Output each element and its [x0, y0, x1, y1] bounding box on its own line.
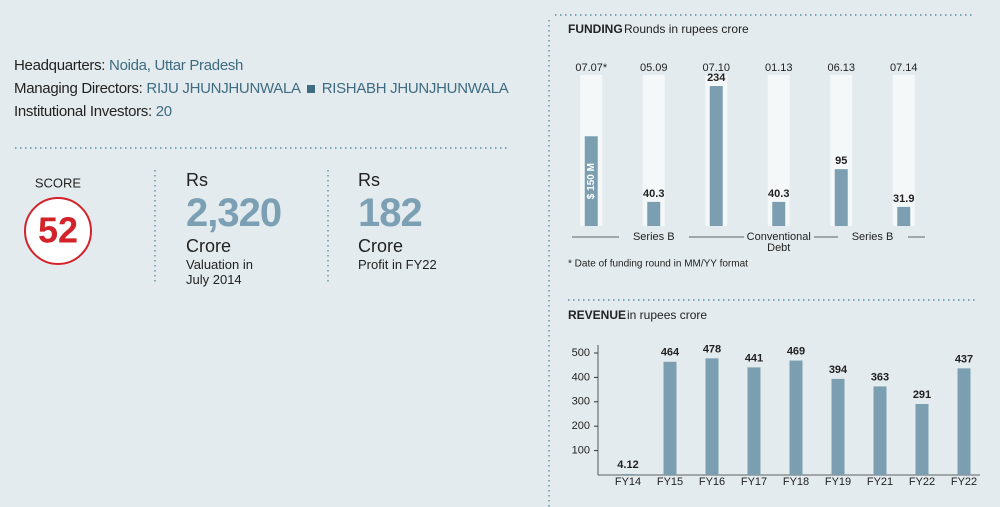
bar	[915, 403, 929, 475]
bar	[584, 136, 598, 226]
value-label: 464	[661, 347, 680, 359]
value-label: 363	[871, 371, 889, 383]
chart-note: * Date of funding round in MM/YY format	[568, 259, 748, 270]
value-label: 469	[787, 345, 805, 357]
value: RISHABH JHUNJHUNWALA	[321, 80, 509, 97]
info-row: Institutional Investors: 20	[14, 103, 172, 120]
info-row: Headquarters: Noida, Uttar Pradesh	[14, 57, 243, 74]
y-tick-label: 400	[572, 371, 590, 383]
x-tick-label: 05.09	[640, 62, 668, 74]
x-tick-label: 07.14	[890, 62, 918, 74]
value-label: 394	[829, 364, 848, 376]
x-tick-label: FY18	[783, 476, 809, 488]
bar	[897, 206, 911, 226]
x-tick-label: FY22	[909, 476, 935, 488]
x-tick-label: FY17	[741, 476, 767, 488]
stat: Rs 2,320 Crore Valuation in July 2014	[186, 170, 296, 287]
stat-caption: Profit in FY22	[358, 257, 437, 272]
value-label: 441	[745, 352, 763, 364]
dividers	[15, 14, 975, 507]
score-circle	[24, 197, 92, 265]
bar	[621, 473, 635, 475]
bar	[709, 86, 723, 226]
value: Noida, Uttar Pradesh	[109, 57, 244, 74]
value-label: $ 150 M	[586, 163, 597, 199]
value: RIJU JHUNJHUNWALA	[146, 80, 300, 97]
stat-prefix: Rs	[358, 170, 380, 190]
chart-subtitle: in rupees crore	[627, 308, 707, 322]
bar	[789, 360, 803, 475]
value-label: 95	[835, 155, 847, 167]
column-bg	[892, 75, 915, 226]
stat-value: 182	[358, 191, 423, 235]
label: Institutional Investors:	[14, 103, 152, 120]
y-tick-label: 300	[572, 396, 590, 408]
x-tick-label: FY16	[699, 476, 725, 488]
value-label: 291	[913, 389, 931, 401]
chart-title: REVENUE	[568, 308, 626, 322]
value-label: 478	[703, 343, 721, 355]
group-label: Series B	[837, 232, 908, 243]
stat-unit: Crore	[186, 236, 232, 256]
y-tick-label: 200	[572, 420, 590, 432]
y-tick-label: 500	[572, 347, 590, 359]
x-tick-label: 01.13	[765, 62, 793, 74]
value-label: 4.12	[617, 459, 638, 471]
group-label: Series B	[618, 232, 689, 243]
score-value: 52	[38, 210, 78, 251]
x-tick-label: 06.13	[827, 62, 855, 74]
x-tick-label: FY21	[867, 476, 893, 488]
chart-title: FUNDING	[568, 22, 623, 36]
bar	[834, 169, 848, 226]
x-tick-label: 07.10	[702, 62, 730, 74]
x-tick-label: FY14	[615, 476, 641, 488]
info-row: Managing Directors: RIJU JHUNJHUNWALA RI…	[14, 80, 509, 97]
bar	[663, 361, 677, 475]
bar	[831, 378, 845, 475]
stat: Rs 182 Crore Profit in FY22	[358, 170, 478, 272]
chart-subtitle: Rounds in rupees crore	[624, 22, 749, 36]
value-label: 31.9	[893, 193, 914, 205]
x-tick-label: FY19	[825, 476, 851, 488]
bar	[747, 367, 761, 475]
column-bg	[767, 75, 790, 226]
column-bg	[642, 75, 665, 226]
stat-unit: Crore	[358, 236, 404, 256]
x-tick-label: 07.07*	[575, 62, 608, 74]
stat-value: 2,320	[186, 191, 282, 235]
x-tick-label: FY15	[657, 476, 683, 488]
bar	[705, 358, 719, 475]
label: Headquarters:	[14, 57, 106, 74]
label: Managing Directors:	[14, 80, 143, 97]
group-label: Conventional Debt	[743, 232, 814, 254]
bullet	[306, 85, 315, 93]
score-label: SCORE	[35, 175, 82, 190]
bar	[873, 386, 887, 475]
value-label: 40.3	[643, 188, 664, 200]
value: 20	[155, 103, 172, 120]
stat-prefix: Rs	[186, 170, 208, 190]
value-label: 40.3	[768, 188, 789, 200]
stat-caption: Valuation in July 2014	[186, 257, 253, 287]
x-tick-label: FY22	[951, 476, 977, 488]
bar	[957, 368, 971, 475]
bar	[772, 201, 786, 226]
value-label: 234	[707, 72, 726, 84]
bar	[647, 201, 661, 226]
y-tick-label: 100	[572, 445, 590, 457]
value-label: 437	[955, 353, 973, 365]
